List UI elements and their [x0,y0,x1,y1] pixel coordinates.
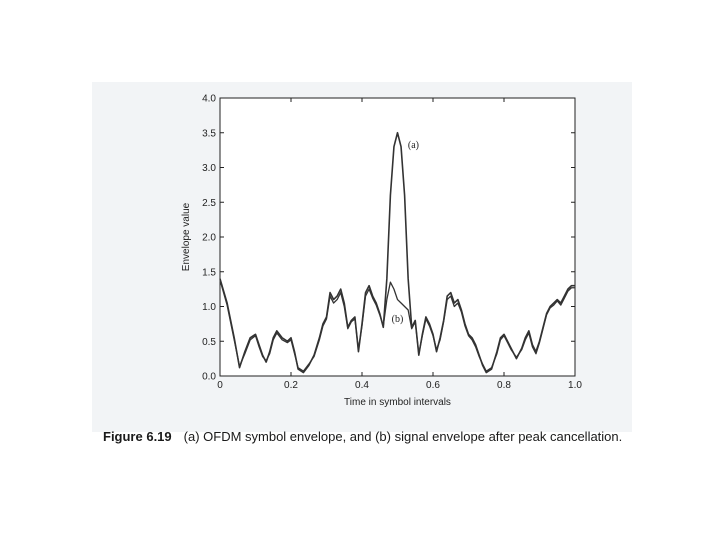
x-tick-label: 0.8 [497,380,511,391]
x-axis-ticks: 0 0.2 0.4 0.6 0.8 1.0 [217,98,582,391]
y-tick-label: 2.5 [202,198,216,209]
caption-text: (a) OFDM symbol envelope, and (b) signal… [183,429,623,444]
series-line-b [219,279,575,372]
x-tick-label: 1.0 [568,380,582,391]
curve-label: (a) [408,140,419,151]
y-tick-label: 0.5 [202,337,216,348]
y-axis-title: Envelope value [181,202,192,271]
series-lines [219,131,575,374]
y-tick-label: 3.5 [202,128,216,139]
figure-panel: 0.0 0.5 1.0 1.5 2.0 2.5 3.0 3.5 4.0 0 0.2 0.4 0.6 0.… [92,82,632,432]
envelope-chart: 0.00.51.01.52.02.53.03.54.0 0 0.2 0.4 0.6 0.… [181,94,582,409]
x-tick-label: 0 [217,380,223,391]
plot-area [219,97,576,377]
y-tick-label: 0.0 [202,372,216,383]
curve-annotations: (a) (b) [392,140,419,325]
y-tick-label: 2.0 [202,233,216,244]
x-tick-label: 0.2 [284,380,298,391]
y-tick-label: 4.0 [202,94,216,105]
y-axis-ticks: 0.0 0.5 1.0 1.5 2.0 2.5 3.0 3.5 4.0 [202,94,575,383]
figure-number: Figure 6.19 [103,429,172,444]
figure-caption: Figure 6.19 (a) OFDM symbol envelope, and… [103,429,703,444]
x-axis-title: Time in symbol intervals [344,397,451,408]
y-tick-label: 1.5 [202,267,216,278]
x-tick-label: 0.6 [426,380,440,391]
y-tick-label: 3.0 [202,163,216,174]
x-tick-label: 0.4 [355,380,369,391]
y-tick-label: 1.0 [202,302,216,313]
curve-label: (b) [392,314,404,325]
